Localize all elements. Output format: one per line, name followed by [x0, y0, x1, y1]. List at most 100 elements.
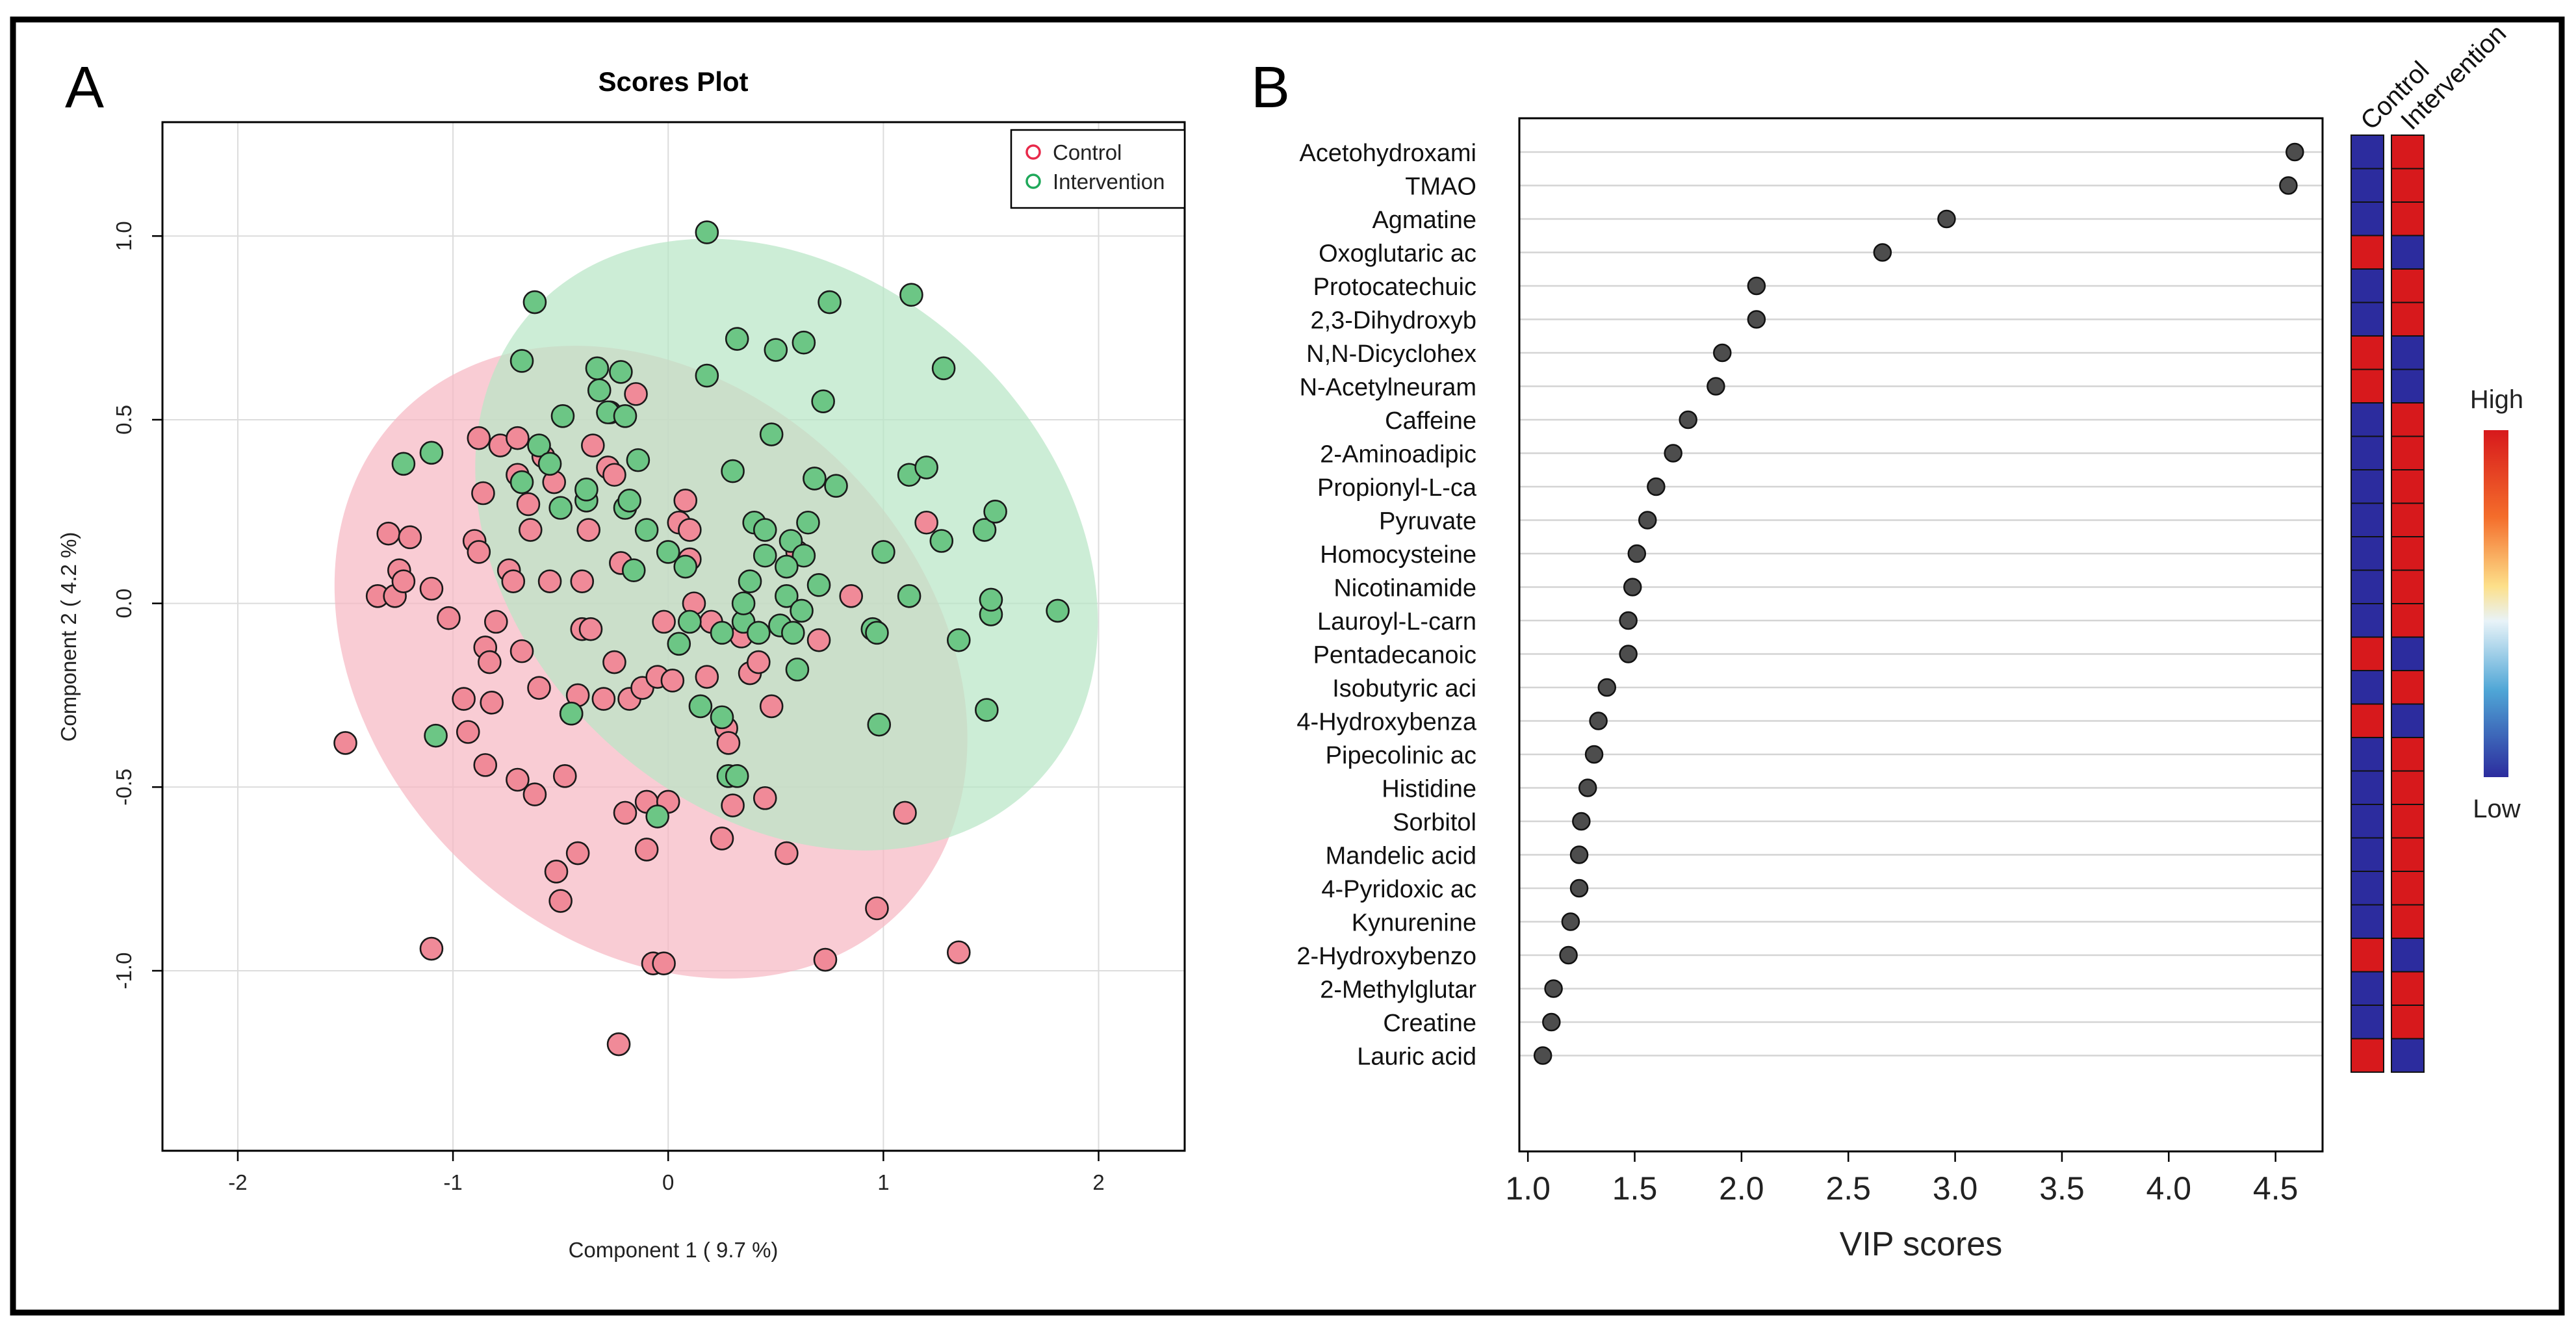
control-heat-cell: [2351, 737, 2384, 772]
y-tick-label: 0.0: [112, 589, 136, 619]
intervention-point: [897, 584, 921, 608]
intervention-point: [522, 290, 547, 314]
metabolite-label: Sorbitol: [1393, 809, 1476, 836]
control-point: [456, 720, 480, 744]
control-point: [506, 426, 530, 450]
vip-point: [1589, 712, 1608, 730]
control-heat-cell: [2351, 636, 2384, 671]
control-point: [710, 827, 734, 851]
control-point: [437, 606, 461, 630]
intervention-point: [656, 540, 680, 564]
control-heat-cell: [2351, 168, 2384, 203]
control-point: [581, 433, 605, 457]
intervention-point: [673, 554, 698, 579]
scores-legend: Control Intervention: [1010, 129, 1186, 209]
colorbar-high-label: High: [2470, 385, 2523, 414]
metabolite-label: N,N-Dicyclohex: [1306, 340, 1476, 368]
intervention-point: [931, 356, 956, 381]
control-heat-cell: [2351, 368, 2384, 404]
control-point: [914, 510, 938, 535]
intervention-heat-cell: [2391, 703, 2425, 738]
control-point: [747, 650, 771, 674]
intervention-heat-cell: [2391, 135, 2425, 170]
vip-x-tick-label: 1.0: [1505, 1170, 1551, 1207]
control-heat-cell: [2351, 569, 2384, 604]
vip-x-axis: 1.0 1.5 2.0 2.5 3.0 3.5 4.0 4.5: [1505, 1151, 2298, 1207]
intervention-point: [721, 459, 745, 483]
intervention-point: [710, 705, 734, 730]
vip-point: [1569, 845, 1589, 864]
intervention-point: [818, 290, 842, 314]
vip-point: [2286, 142, 2304, 162]
vip-point: [1597, 678, 1617, 697]
intervention-point: [790, 598, 814, 623]
control-point: [634, 838, 659, 862]
control-point: [565, 841, 590, 866]
intervention-point: [929, 529, 954, 553]
colorbar-low-label: Low: [2473, 795, 2520, 823]
control-point: [775, 841, 799, 866]
metabolite-label: Propionyl-L-ca: [1317, 474, 1477, 502]
intervention-point: [688, 694, 713, 719]
vip-point: [1873, 243, 1892, 262]
legend-intervention-label: Intervention: [1053, 170, 1165, 194]
vip-x-tick-label: 3.5: [2039, 1170, 2085, 1207]
control-point: [391, 569, 416, 593]
intervention-point: [775, 584, 799, 608]
metabolite-label: Agmatine: [1372, 207, 1476, 234]
intervention-point: [574, 478, 599, 502]
intervention-point: [753, 518, 777, 542]
intervention-heat-cell: [2391, 435, 2425, 470]
intervention-point: [645, 804, 669, 828]
intervention-point: [824, 474, 848, 498]
group-heatmap: [2351, 135, 2425, 1073]
control-heat-cell: [2351, 536, 2384, 571]
intervention-point: [759, 422, 784, 446]
control-point: [522, 782, 547, 806]
metabolite-label: Pipecolinic ac: [1326, 742, 1476, 769]
intervention-point: [753, 543, 777, 568]
metabolite-label: 2-Methylglutar: [1320, 977, 1476, 1004]
intervention-heat-cell: [2391, 871, 2425, 906]
metabolite-label: Isobutyric aci: [1332, 675, 1476, 702]
control-point: [419, 576, 444, 601]
control-point: [376, 521, 401, 546]
control-point: [652, 951, 676, 975]
vip-point: [1664, 444, 1682, 463]
intervention-point: [806, 573, 831, 597]
intervention-heat-cell: [2391, 837, 2425, 872]
control-heat-cell: [2351, 837, 2384, 872]
intervention-point: [914, 455, 938, 480]
intervention-heat-cell: [2391, 469, 2425, 504]
control-point: [652, 609, 676, 634]
vip-point: [1572, 812, 1591, 831]
control-point: [548, 889, 573, 913]
control-point: [716, 731, 741, 755]
control-point: [471, 481, 495, 506]
vip-x-tick-label: 1.5: [1612, 1170, 1658, 1207]
control-heat-cell: [2351, 904, 2384, 939]
intervention-point: [559, 701, 584, 726]
metabolite-label: N-Acetylneuram: [1300, 374, 1476, 402]
control-point: [527, 676, 551, 700]
vip-x-axis-label: VIP scores: [1840, 1225, 2002, 1263]
scores-x-axis-label: Component 1 ( 9.7 %): [569, 1238, 779, 1262]
vip-point: [1619, 645, 1638, 663]
intervention-heat-cell: [2391, 402, 2425, 437]
intervention-heat-cell: [2391, 804, 2425, 839]
legend-control-label: Control: [1053, 140, 1122, 164]
control-point: [509, 639, 534, 663]
vip-point: [1747, 276, 1766, 296]
control-point: [624, 382, 648, 406]
vip-point: [1561, 912, 1580, 931]
control-heat-cell: [2351, 301, 2384, 337]
control-point: [806, 628, 831, 652]
intervention-heat-cell: [2391, 670, 2425, 705]
y-tick-label: -1.0: [112, 953, 136, 990]
intervention-point: [725, 327, 749, 351]
control-heat-cell: [2351, 971, 2384, 1006]
intervention-point: [585, 356, 610, 381]
intervention-point: [419, 441, 444, 465]
metabolite-label: Pyruvate: [1379, 508, 1476, 535]
